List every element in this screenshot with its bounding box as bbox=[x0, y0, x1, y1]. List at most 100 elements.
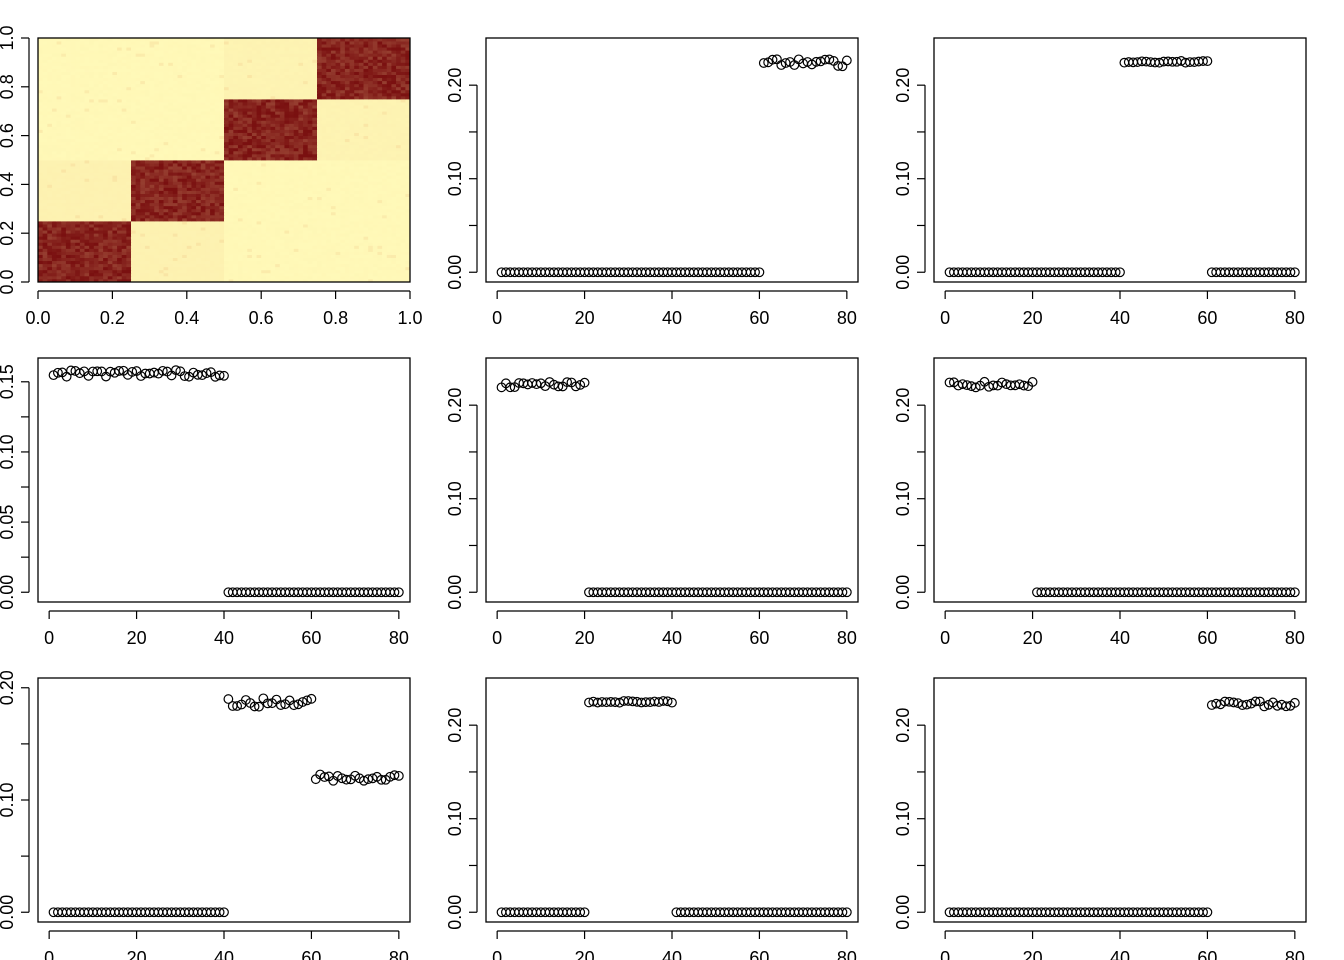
heatmap-cell bbox=[103, 211, 109, 216]
heatmap-cell bbox=[135, 190, 141, 194]
heatmap-cell bbox=[326, 111, 332, 115]
heatmap-cell bbox=[149, 160, 155, 164]
heatmap-cell bbox=[196, 187, 202, 191]
heatmap-cell bbox=[196, 123, 202, 127]
heatmap-cell bbox=[149, 99, 155, 103]
heatmap-cell bbox=[56, 260, 62, 265]
heatmap-cell bbox=[47, 114, 53, 118]
heatmap-cell bbox=[135, 144, 141, 149]
heatmap-cell bbox=[219, 126, 225, 130]
heatmap-cell bbox=[386, 132, 392, 136]
heatmap-cell bbox=[158, 233, 164, 237]
heatmap-cell bbox=[158, 275, 164, 280]
heatmap-cell bbox=[51, 208, 57, 213]
heatmap-cell bbox=[84, 248, 90, 252]
heatmap-cell bbox=[284, 132, 290, 136]
heatmap-cell bbox=[251, 111, 257, 115]
heatmap-cell bbox=[349, 147, 355, 152]
heatmap-cell bbox=[117, 141, 123, 146]
heatmap-cell bbox=[228, 269, 234, 274]
heatmap-cell bbox=[214, 233, 220, 237]
heatmap-cell bbox=[200, 242, 206, 246]
heatmap-cell bbox=[149, 278, 155, 283]
heatmap-cell bbox=[93, 202, 99, 207]
heatmap-cell bbox=[84, 147, 90, 152]
heatmap-cell bbox=[186, 105, 192, 109]
heatmap-cell bbox=[117, 217, 123, 222]
heatmap-cell bbox=[317, 224, 323, 228]
heatmap-cell bbox=[214, 272, 220, 277]
heatmap-cell bbox=[303, 123, 309, 127]
heatmap-cell bbox=[284, 233, 290, 237]
heatmap-cell bbox=[47, 147, 53, 152]
heatmap-cell bbox=[363, 248, 369, 252]
heatmap-cell bbox=[391, 224, 397, 228]
heatmap-cell bbox=[191, 181, 197, 185]
heatmap-cell bbox=[251, 260, 257, 265]
heatmap-cell bbox=[75, 147, 81, 152]
heatmap-cell bbox=[210, 269, 216, 274]
heatmap-cell bbox=[191, 92, 197, 97]
heatmap-cell bbox=[237, 141, 243, 146]
heatmap-cell bbox=[196, 211, 202, 216]
heatmap-cell bbox=[228, 242, 234, 246]
heatmap-cell bbox=[38, 117, 44, 121]
heatmap-cell bbox=[344, 175, 350, 179]
heatmap-cell bbox=[38, 178, 44, 182]
heatmap-cell bbox=[340, 251, 346, 255]
heatmap-cell bbox=[349, 117, 355, 121]
heatmap-cell bbox=[70, 163, 76, 167]
heatmap-cell bbox=[228, 184, 234, 188]
heatmap-cell bbox=[42, 187, 48, 191]
heatmap-cell bbox=[219, 275, 225, 280]
heatmap-cell bbox=[279, 99, 285, 103]
heatmap-cell bbox=[205, 230, 211, 234]
heatmap-cell bbox=[126, 172, 132, 176]
heatmap-cell bbox=[330, 147, 336, 152]
heatmap-cell bbox=[340, 132, 346, 136]
heatmap-cell bbox=[330, 272, 336, 277]
heatmap-cell bbox=[344, 263, 350, 268]
heatmap-cell bbox=[117, 269, 123, 274]
heatmap-cell bbox=[84, 156, 90, 161]
heatmap-cell bbox=[396, 260, 402, 265]
heatmap-cell bbox=[396, 160, 402, 164]
heatmap-cell bbox=[191, 221, 197, 225]
heatmap-cell bbox=[144, 278, 150, 283]
heatmap-cell bbox=[154, 239, 160, 243]
heatmap-cell bbox=[256, 211, 262, 216]
heatmap-cell bbox=[340, 248, 346, 252]
heatmap-cell bbox=[42, 144, 48, 149]
heatmap-cell bbox=[247, 211, 253, 216]
heatmap-cell bbox=[312, 135, 318, 140]
heatmap-cell bbox=[289, 190, 295, 194]
heatmap-cell bbox=[168, 230, 174, 234]
heatmap-cell bbox=[107, 141, 113, 146]
heatmap-cell bbox=[307, 193, 313, 197]
heatmap-cell bbox=[121, 89, 127, 94]
heatmap-cell bbox=[303, 233, 309, 237]
heatmap-cell bbox=[89, 190, 95, 194]
heatmap-cell bbox=[121, 248, 127, 252]
heatmap-cell bbox=[65, 260, 71, 265]
heatmap-cell bbox=[247, 196, 253, 201]
heatmap-cell bbox=[131, 114, 137, 118]
heatmap-cell bbox=[312, 257, 318, 262]
heatmap-cell bbox=[275, 102, 281, 106]
heatmap-cell bbox=[200, 156, 206, 161]
heatmap-cell bbox=[168, 181, 174, 185]
heatmap-cell bbox=[186, 95, 192, 100]
heatmap-cell bbox=[391, 160, 397, 164]
heatmap-cell bbox=[38, 239, 44, 243]
heatmap-cell bbox=[103, 278, 109, 283]
heatmap-cell bbox=[303, 105, 309, 109]
heatmap-cell bbox=[38, 114, 44, 118]
heatmap-cell bbox=[98, 126, 104, 130]
heatmap-cell bbox=[330, 208, 336, 213]
heatmap-cell bbox=[61, 108, 67, 112]
heatmap-cell bbox=[247, 239, 253, 243]
heatmap-cell bbox=[219, 260, 225, 265]
heatmap-cell bbox=[131, 193, 137, 197]
heatmap-cell bbox=[140, 266, 146, 271]
heatmap-cell bbox=[200, 205, 206, 210]
